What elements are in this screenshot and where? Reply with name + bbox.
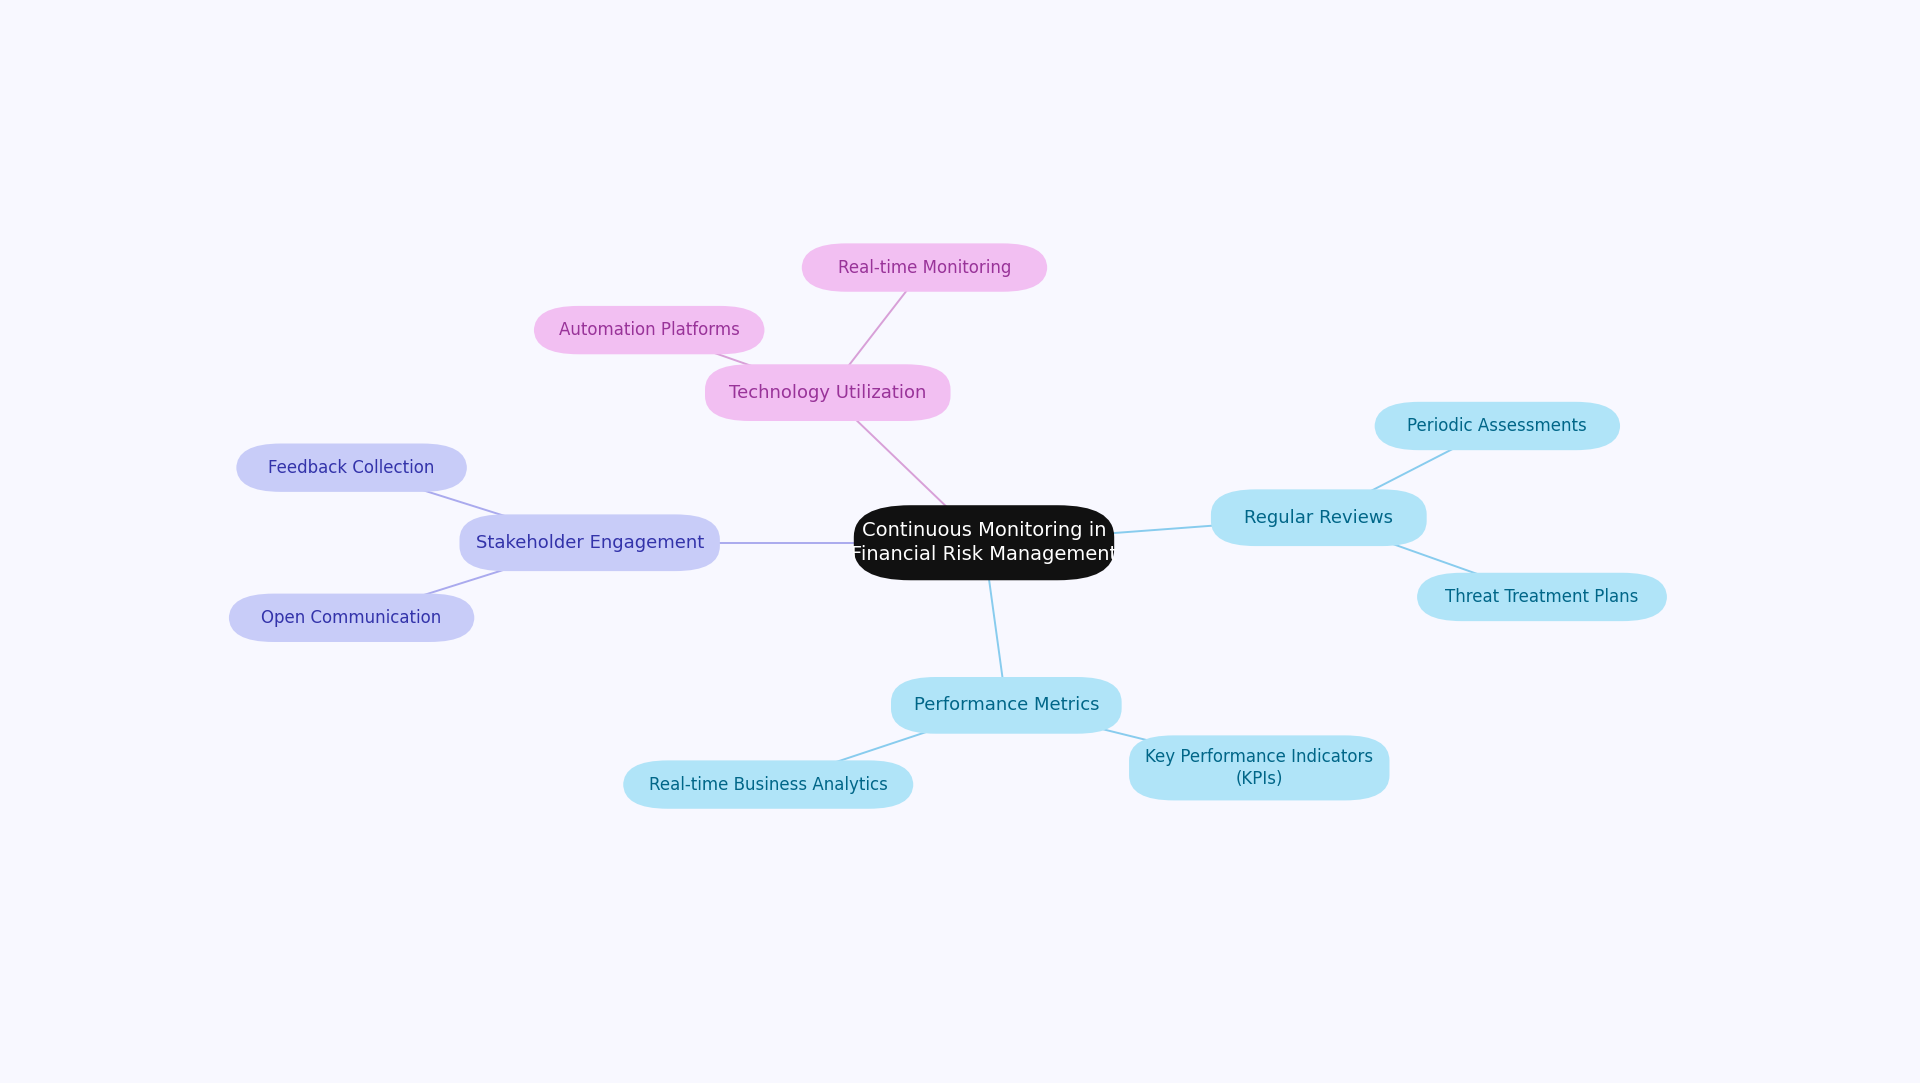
FancyBboxPatch shape	[891, 677, 1121, 733]
Text: Periodic Assessments: Periodic Assessments	[1407, 417, 1588, 435]
Text: Real-time Business Analytics: Real-time Business Analytics	[649, 775, 887, 794]
FancyBboxPatch shape	[228, 593, 474, 642]
Text: Performance Metrics: Performance Metrics	[914, 696, 1098, 715]
Text: Key Performance Indicators
(KPIs): Key Performance Indicators (KPIs)	[1144, 747, 1373, 788]
FancyBboxPatch shape	[854, 505, 1114, 580]
Text: Regular Reviews: Regular Reviews	[1244, 509, 1394, 526]
FancyBboxPatch shape	[803, 244, 1046, 291]
Text: Threat Treatment Plans: Threat Treatment Plans	[1446, 588, 1638, 606]
FancyBboxPatch shape	[705, 364, 950, 421]
Text: Real-time Monitoring: Real-time Monitoring	[837, 259, 1012, 276]
FancyBboxPatch shape	[534, 305, 764, 354]
Text: Automation Platforms: Automation Platforms	[559, 321, 739, 339]
FancyBboxPatch shape	[459, 514, 720, 571]
Text: Technology Utilization: Technology Utilization	[730, 383, 927, 402]
FancyBboxPatch shape	[624, 760, 914, 809]
Text: Stakeholder Engagement: Stakeholder Engagement	[476, 534, 705, 551]
FancyBboxPatch shape	[1129, 735, 1390, 800]
FancyBboxPatch shape	[1212, 490, 1427, 546]
Text: Continuous Monitoring in
Financial Risk Management: Continuous Monitoring in Financial Risk …	[851, 522, 1117, 564]
FancyBboxPatch shape	[1375, 402, 1620, 451]
FancyBboxPatch shape	[236, 444, 467, 492]
FancyBboxPatch shape	[1417, 573, 1667, 622]
Text: Open Communication: Open Communication	[261, 609, 442, 627]
Text: Feedback Collection: Feedback Collection	[269, 459, 434, 477]
